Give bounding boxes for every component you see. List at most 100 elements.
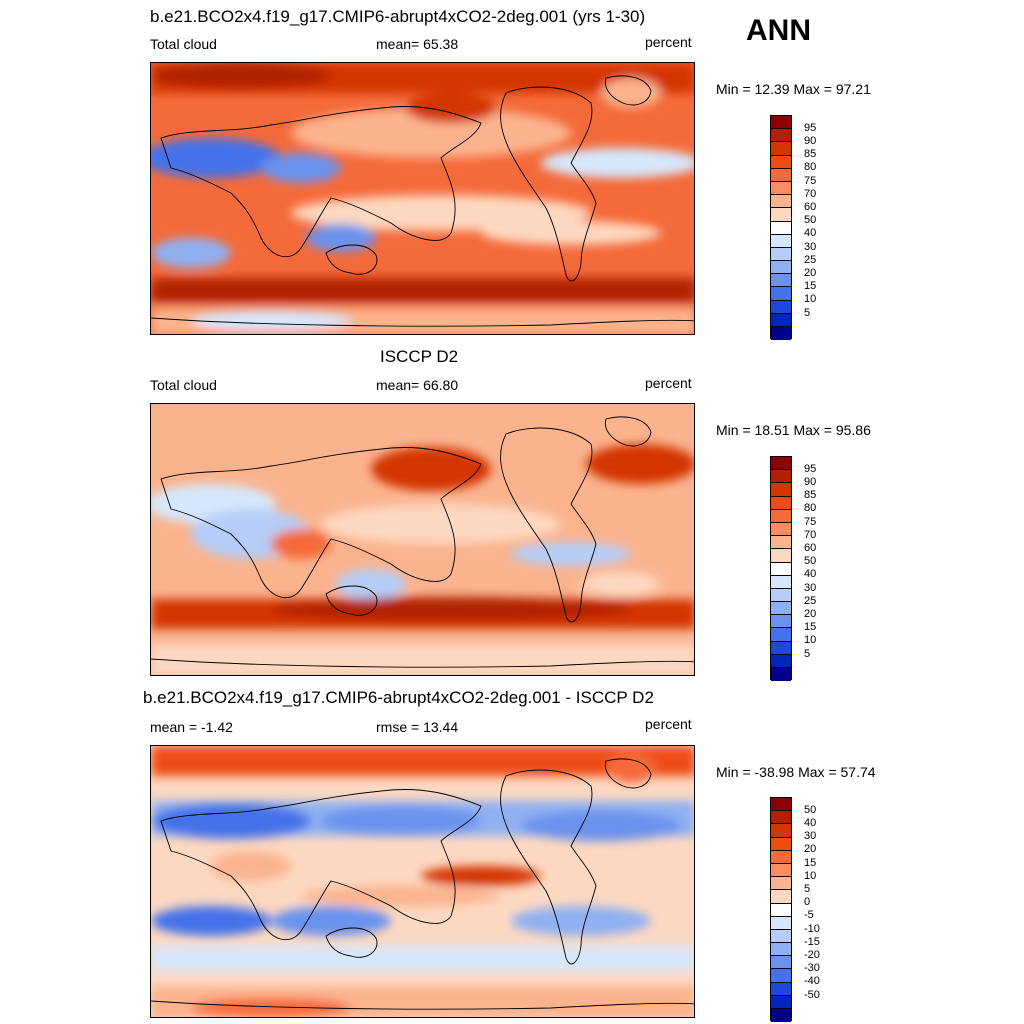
panel1-colorbar <box>770 115 792 341</box>
colorbar-tick-label: 5 <box>804 882 811 895</box>
colorbar-tick-label: 95 <box>804 121 817 134</box>
colorbar-swatch <box>771 575 791 589</box>
colorbar-swatch <box>771 155 791 169</box>
panel3-title: b.e21.BCO2x4.f19_g17.CMIP6-abrupt4xCO2-2… <box>143 688 654 707</box>
panel2-colorbar <box>770 456 792 682</box>
colorbar-swatch <box>771 457 791 471</box>
colorbar-tick-label: 10 <box>804 869 817 882</box>
colorbar-tick-label: 50 <box>804 555 817 568</box>
colorbar-tick-label: 70 <box>804 528 817 541</box>
colorbar-tick-label: 40 <box>804 227 817 240</box>
colorbar-tick-label: 15 <box>804 621 817 634</box>
colorbar-tick-label: 60 <box>804 200 817 213</box>
colorbar-tick-label: 25 <box>804 594 817 607</box>
colorbar-tick-label: 80 <box>804 502 817 515</box>
colorbar-tick-label: 75 <box>804 174 817 187</box>
colorbar-swatch <box>771 850 791 864</box>
colorbar-swatch <box>771 300 791 314</box>
panel3-units-label: percent <box>645 716 692 732</box>
panel1-mean-label: mean= 65.38 <box>376 36 459 52</box>
colorbar-swatch <box>771 969 791 983</box>
colorbar-swatch <box>771 943 791 957</box>
colorbar-tick-label: -10 <box>804 922 820 935</box>
colorbar-swatch <box>771 798 791 812</box>
colorbar-swatch <box>771 208 791 222</box>
colorbar-swatch <box>771 890 791 904</box>
panel1-units-label: percent <box>645 34 692 50</box>
panel3-minmax: Min = -38.98 Max = 57.74 <box>716 764 876 780</box>
colorbar-swatch <box>771 168 791 182</box>
panel3-rmse-label: rmse = 13.44 <box>376 719 459 735</box>
colorbar-swatch <box>771 287 791 301</box>
colorbar-swatch <box>771 221 791 235</box>
colorbar-swatch <box>771 929 791 944</box>
colorbar-swatch <box>771 313 791 327</box>
colorbar-tick-label: 85 <box>804 489 817 502</box>
colorbar-swatch <box>771 615 791 629</box>
colorbar-tick-label: 15 <box>804 856 817 869</box>
colorbar-tick-label: -15 <box>804 935 820 948</box>
colorbar-swatch <box>771 536 791 550</box>
panel1-title: b.e21.BCO2x4.f19_g17.CMIP6-abrupt4xCO2-2… <box>150 7 646 26</box>
colorbar-swatch <box>771 509 791 523</box>
colorbar-tick-label: -50 <box>804 988 820 1001</box>
colorbar-swatch <box>771 837 791 851</box>
colorbar-tick-label: -20 <box>804 948 820 961</box>
colorbar-swatch <box>771 654 791 668</box>
colorbar-swatch <box>771 916 791 930</box>
colorbar-swatch <box>771 247 791 262</box>
colorbar-tick-label: 5 <box>804 647 811 660</box>
colorbar-swatch <box>771 956 791 970</box>
colorbar-swatch <box>771 877 791 891</box>
colorbar-swatch <box>771 668 791 682</box>
panel3-map-field <box>151 746 694 1017</box>
colorbar-tick-label: 40 <box>804 816 817 829</box>
colorbar-tick-label: 10 <box>804 293 817 306</box>
colorbar-tick-label: 25 <box>804 253 817 266</box>
panel2-minmax: Min = 18.51 Max = 95.86 <box>716 422 871 438</box>
colorbar-tick-label: 20 <box>804 843 817 856</box>
colorbar-swatch <box>771 327 791 341</box>
colorbar-swatch <box>771 641 791 655</box>
colorbar-swatch <box>771 549 791 563</box>
colorbar-swatch <box>771 811 791 825</box>
colorbar-tick-label: 10 <box>804 634 817 647</box>
panel2-mean-label: mean= 66.80 <box>376 377 459 393</box>
panel3-colorbar <box>770 797 792 1023</box>
panel1-minmax: Min = 12.39 Max = 97.21 <box>716 81 871 97</box>
colorbar-tick-label: -40 <box>804 975 820 988</box>
panel3-map <box>150 745 695 1018</box>
panel1-map-field <box>151 63 694 334</box>
colorbar-tick-label: 70 <box>804 187 817 200</box>
colorbar-tick-label: 60 <box>804 541 817 554</box>
colorbar-tick-label: 30 <box>804 240 817 253</box>
colorbar-swatch <box>771 522 791 537</box>
colorbar-tick-label: 80 <box>804 161 817 174</box>
panel2-map <box>150 403 695 676</box>
colorbar-tick-label: 95 <box>804 462 817 475</box>
colorbar-swatch <box>771 116 791 130</box>
colorbar-tick-label: 85 <box>804 148 817 161</box>
colorbar-tick-label: -5 <box>804 909 814 922</box>
colorbar-tick-label: 20 <box>804 607 817 620</box>
colorbar-swatch <box>771 824 791 838</box>
colorbar-swatch <box>771 1009 791 1023</box>
colorbar-tick-label: 40 <box>804 568 817 581</box>
colorbar-tick-label: 15 <box>804 280 817 293</box>
panel2-variable-label: Total cloud <box>150 377 217 393</box>
colorbar-tick-label: 90 <box>804 475 817 488</box>
colorbar-tick-label: 90 <box>804 134 817 147</box>
colorbar-swatch <box>771 142 791 156</box>
colorbar-swatch <box>771 470 791 484</box>
colorbar-tick-label: 75 <box>804 515 817 528</box>
colorbar-swatch <box>771 129 791 143</box>
colorbar-swatch <box>771 903 791 917</box>
colorbar-tick-label: 50 <box>804 803 817 816</box>
colorbar-swatch <box>771 483 791 497</box>
colorbar-swatch <box>771 181 791 196</box>
colorbar-tick-label: -30 <box>804 962 820 975</box>
colorbar-swatch <box>771 863 791 878</box>
colorbar-tick-label: 20 <box>804 266 817 279</box>
colorbar-swatch <box>771 274 791 288</box>
colorbar-swatch <box>771 628 791 642</box>
